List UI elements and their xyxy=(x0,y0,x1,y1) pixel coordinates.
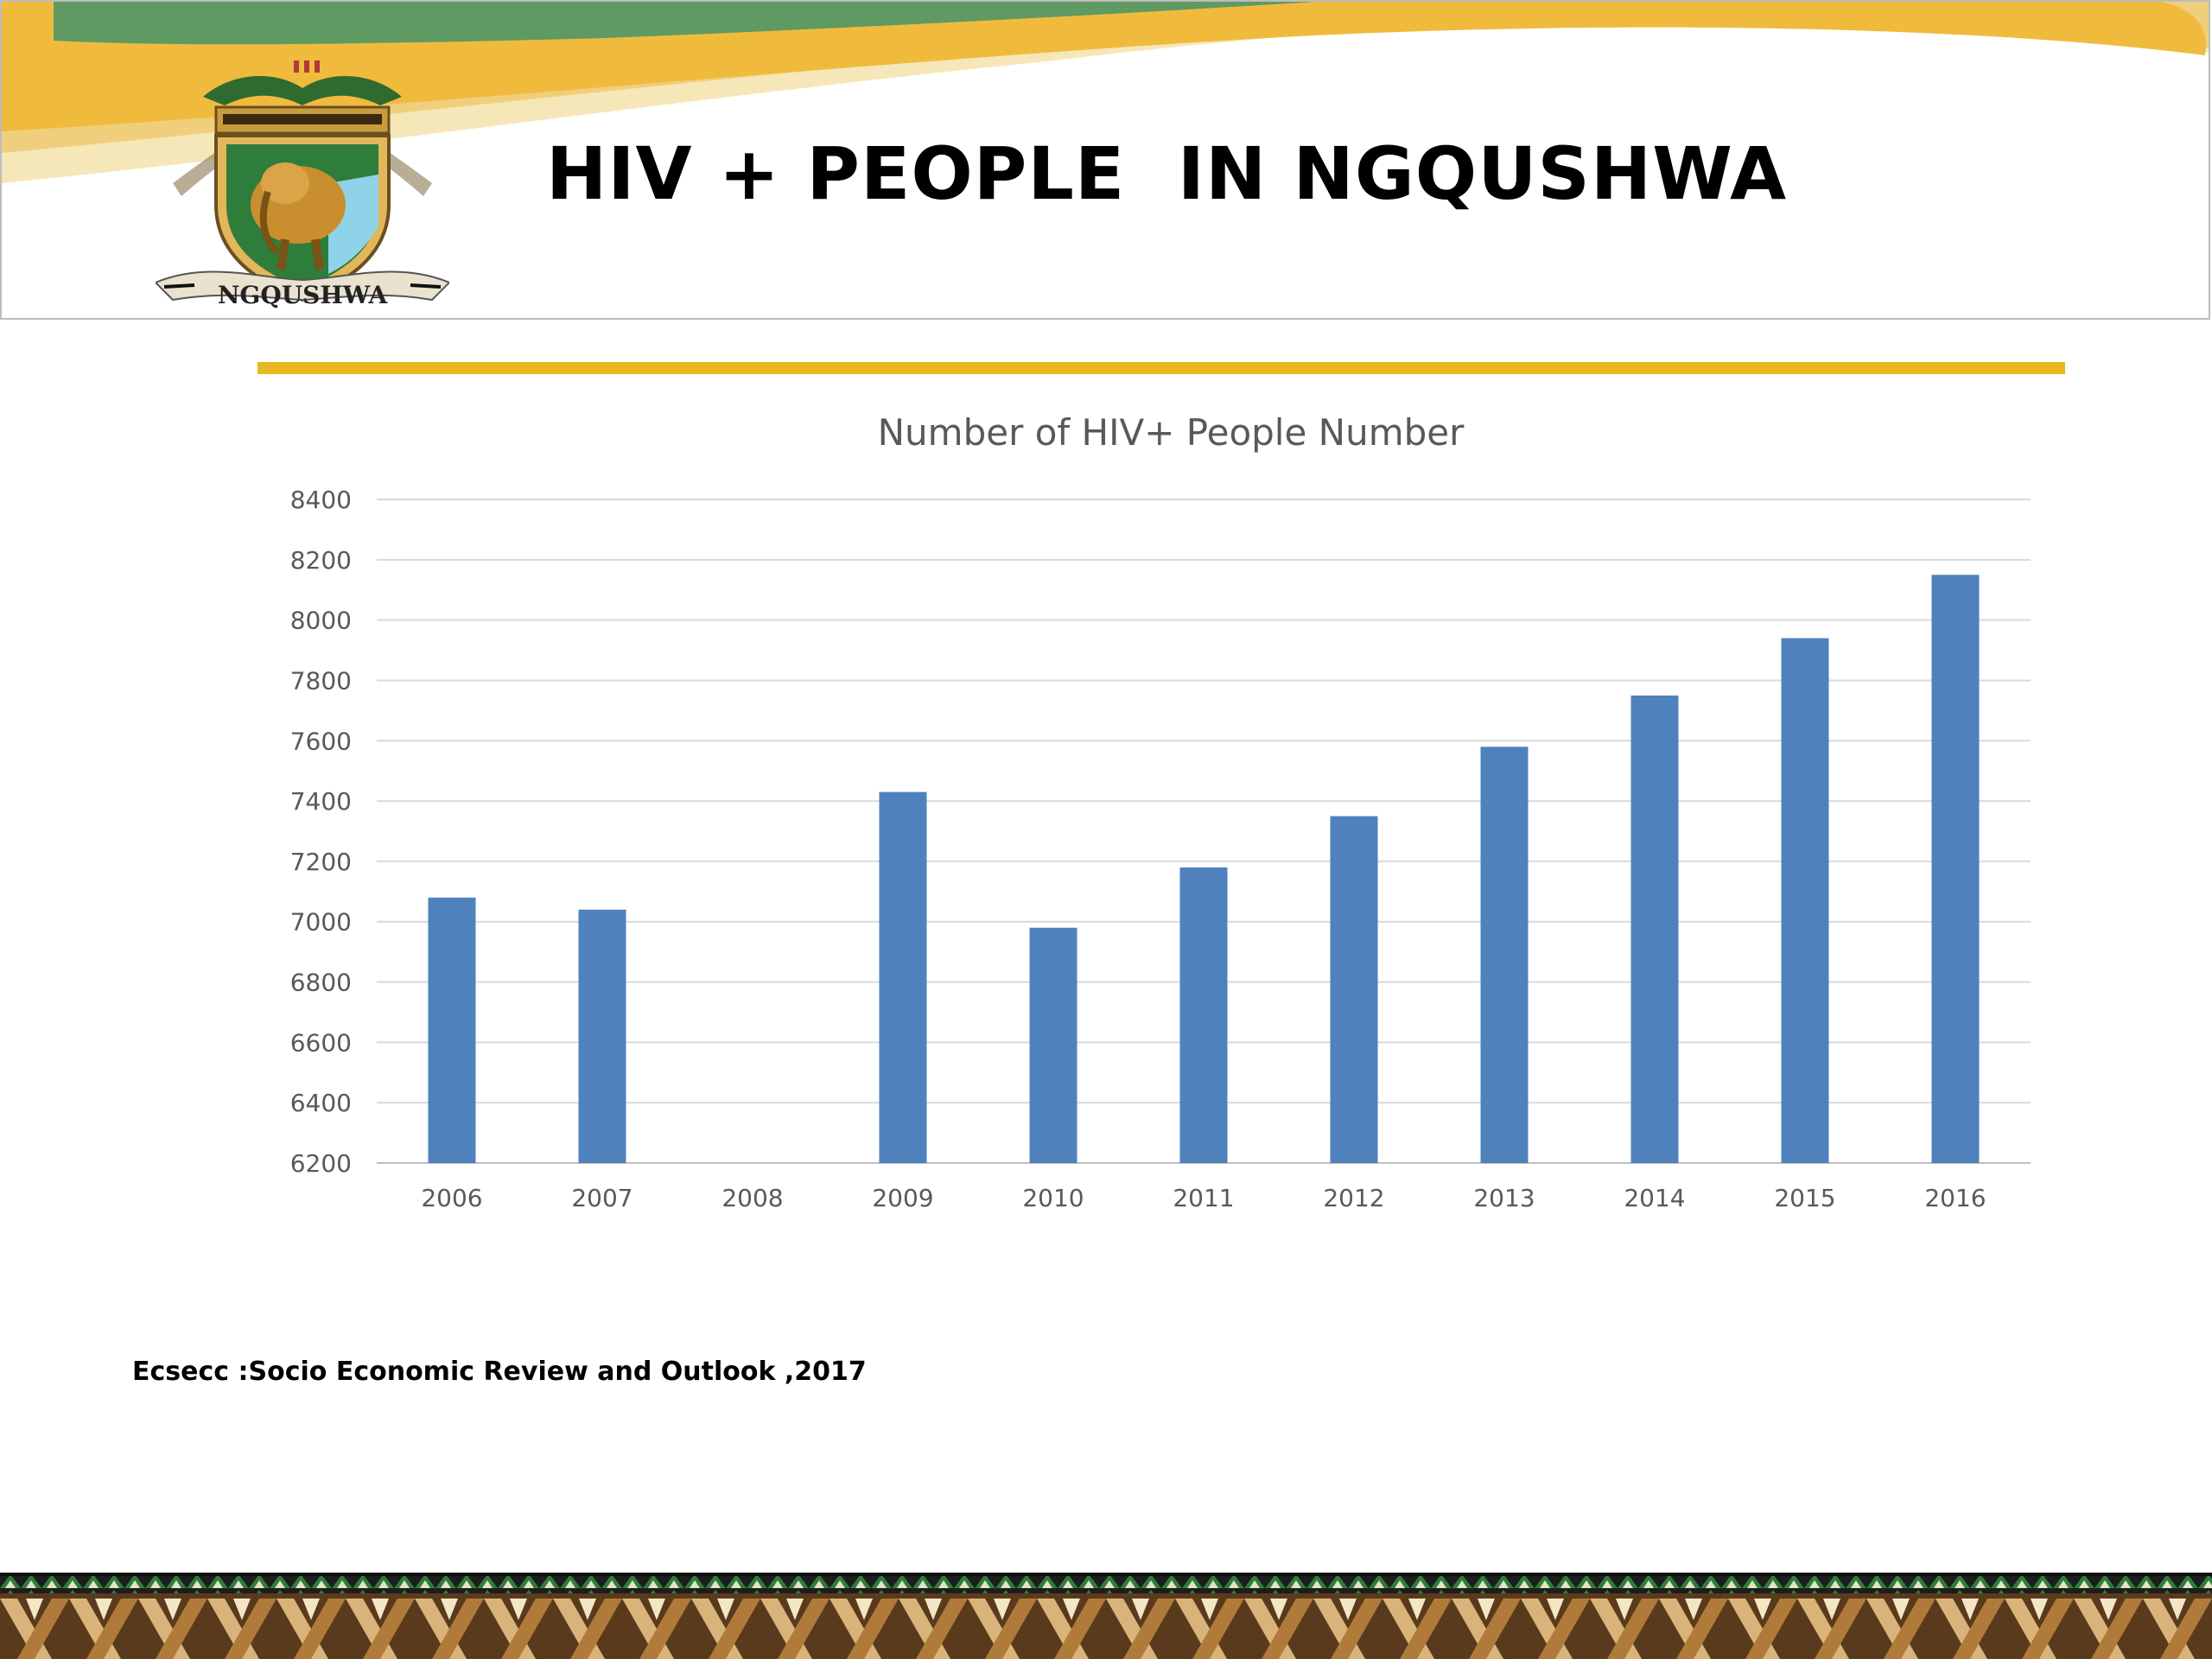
bar xyxy=(428,897,476,1163)
header-swoosh xyxy=(2,2,2209,183)
y-tick-label: 6400 xyxy=(290,1089,352,1117)
bar xyxy=(1179,867,1228,1163)
x-tick-label: 2014 xyxy=(1624,1184,1685,1212)
y-tick-label: 6800 xyxy=(290,969,352,997)
x-tick-label: 2011 xyxy=(1173,1184,1234,1212)
slide-header: HIV + PEOPLE IN NGQUSHWA xyxy=(0,0,2210,320)
chart-title: Number of HIV+ People Number xyxy=(877,411,1465,454)
bar-chart: 6200 6400 6600 6800 7000 7200 7400 7600 7800 8000… xyxy=(290,486,2031,1212)
y-tick-label: 7400 xyxy=(290,787,352,816)
decorative-footer xyxy=(0,1573,2212,1659)
x-tick-label: 2008 xyxy=(721,1184,783,1212)
y-tick-label: 8400 xyxy=(290,486,352,514)
y-tick-label: 7000 xyxy=(290,908,352,937)
bar xyxy=(1630,695,1679,1163)
y-tick-label: 8000 xyxy=(290,607,352,635)
x-tick-label: 2007 xyxy=(571,1184,632,1212)
source-note: Ecsecc :Socio Economic Review and Outloo… xyxy=(132,1357,867,1387)
bar xyxy=(1480,747,1529,1163)
x-tick-label: 2006 xyxy=(421,1184,482,1212)
bar xyxy=(1931,575,1980,1163)
x-tick-label: 2013 xyxy=(1473,1184,1535,1212)
logo-wordmark: NGQUSHWA xyxy=(218,281,389,309)
ngqushwa-crest-logo: NGQUSHWA xyxy=(156,60,449,309)
y-tick-label: 7200 xyxy=(290,848,352,876)
x-tick-label: 2010 xyxy=(1022,1184,1084,1212)
x-tick-label: 2016 xyxy=(1924,1184,1986,1212)
y-tick-label: 8200 xyxy=(290,546,352,575)
bar xyxy=(1781,638,1829,1163)
bar xyxy=(578,909,626,1163)
x-tick-label: 2015 xyxy=(1774,1184,1835,1212)
x-tick-label: 2012 xyxy=(1323,1184,1384,1212)
y-tick-label: 7600 xyxy=(290,727,352,755)
slide-title: HIV + PEOPLE IN NGQUSHWA xyxy=(546,131,1788,216)
bar xyxy=(879,791,927,1163)
y-tick-label: 7800 xyxy=(290,666,352,695)
bar xyxy=(1029,927,1077,1163)
x-tick-label: 2009 xyxy=(872,1184,933,1212)
y-tick-label: 6200 xyxy=(290,1149,352,1178)
title-divider xyxy=(257,362,2065,374)
y-tick-label: 6600 xyxy=(290,1028,352,1057)
bar xyxy=(1330,816,1378,1163)
